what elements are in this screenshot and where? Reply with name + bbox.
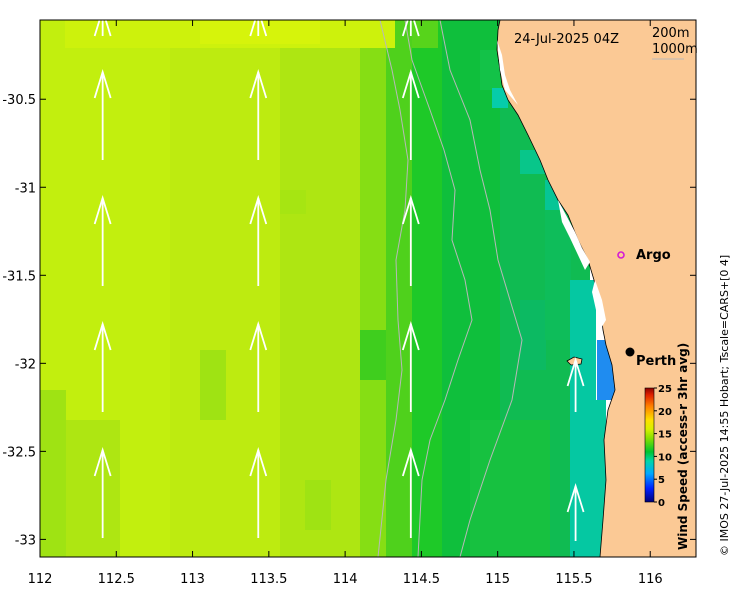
date-legend: 24-Jul-2025 04Z 200m 1000m (514, 26, 698, 60)
y-tick-label: -30.5 (2, 93, 36, 108)
bathymetry-contours (377, 20, 523, 557)
place-label-argo: Argo (636, 248, 671, 263)
contour-label-1000: 1000m (652, 42, 698, 57)
wind-arrow (401, 446, 420, 538)
colorbar-tick-label: 10 (658, 452, 672, 463)
wind-arrow (401, 68, 420, 160)
x-tick-label: 114 (333, 572, 358, 587)
coast-strip (497, 40, 606, 330)
colorbar-tick-label: 0 (658, 498, 665, 509)
wind-arrow (93, 194, 112, 286)
colorbar: 0 5 10 15 20 25 Wind Speed (access-r 3hr avg) (644, 343, 690, 550)
x-tick-label: 113 (180, 572, 205, 587)
wind-arrows (93, 20, 585, 541)
wind-arrow (249, 446, 268, 538)
x-tick-label: 115.5 (555, 572, 592, 587)
wind-arrow (249, 194, 268, 286)
colorbar-label: Wind Speed (access-r 3hr avg) (676, 343, 690, 550)
y-tick-label: -33 (15, 533, 36, 548)
contour-label-200: 200m (652, 26, 689, 41)
wind-arrow (249, 20, 268, 37)
colorbar-tick-label: 15 (658, 430, 672, 441)
date-label: 24-Jul-2025 04Z (514, 32, 619, 47)
wind-arrow (93, 20, 112, 37)
colorbar-tick-label: 20 (658, 407, 672, 418)
wind-arrow (566, 356, 585, 412)
y-tick-label: -31.5 (2, 269, 36, 284)
wind-arrow (566, 482, 585, 541)
colorbar-tick-label: 25 (658, 384, 672, 395)
credit-text: © IMOS 27-Jul-2025 14:55 Hobart; Tscale=… (718, 255, 731, 556)
x-tick-label: 112 (28, 572, 53, 587)
wind-arrow (401, 20, 420, 37)
x-tick-label: 113.5 (250, 572, 287, 587)
perth-marker (625, 347, 635, 357)
plot-frame (39, 19, 697, 558)
wind-arrow (93, 320, 112, 412)
y-axis: -30.5 -31 -31.5 -32 -32.5 -33 (2, 93, 696, 548)
x-axis: 112 112.5 113 113.5 114 114.5 115 115.5 116 (28, 20, 663, 587)
argo-marker (617, 251, 625, 259)
wind-arrow (93, 68, 112, 160)
colorbar-tick-label: 5 (658, 475, 665, 486)
wind-arrow (401, 194, 420, 286)
wind-speed-field (40, 20, 615, 557)
y-tick-label: -32.5 (2, 445, 36, 460)
wind-arrow (93, 446, 112, 538)
wind-arrow (249, 68, 268, 160)
colorbar-gradient (644, 387, 655, 503)
place-markers: Argo Perth (617, 248, 676, 369)
wind-arrow (249, 320, 268, 412)
place-label-perth: Perth (636, 354, 676, 369)
x-tick-label: 116 (638, 572, 663, 587)
wind-arrow (401, 320, 420, 412)
y-tick-label: -32 (15, 357, 36, 372)
x-tick-label: 112.5 (98, 572, 135, 587)
x-tick-label: 114.5 (403, 572, 440, 587)
y-tick-label: -31 (15, 181, 36, 196)
colorbar-ticks: 0 5 10 15 20 25 (654, 384, 672, 509)
x-tick-label: 115 (485, 572, 510, 587)
